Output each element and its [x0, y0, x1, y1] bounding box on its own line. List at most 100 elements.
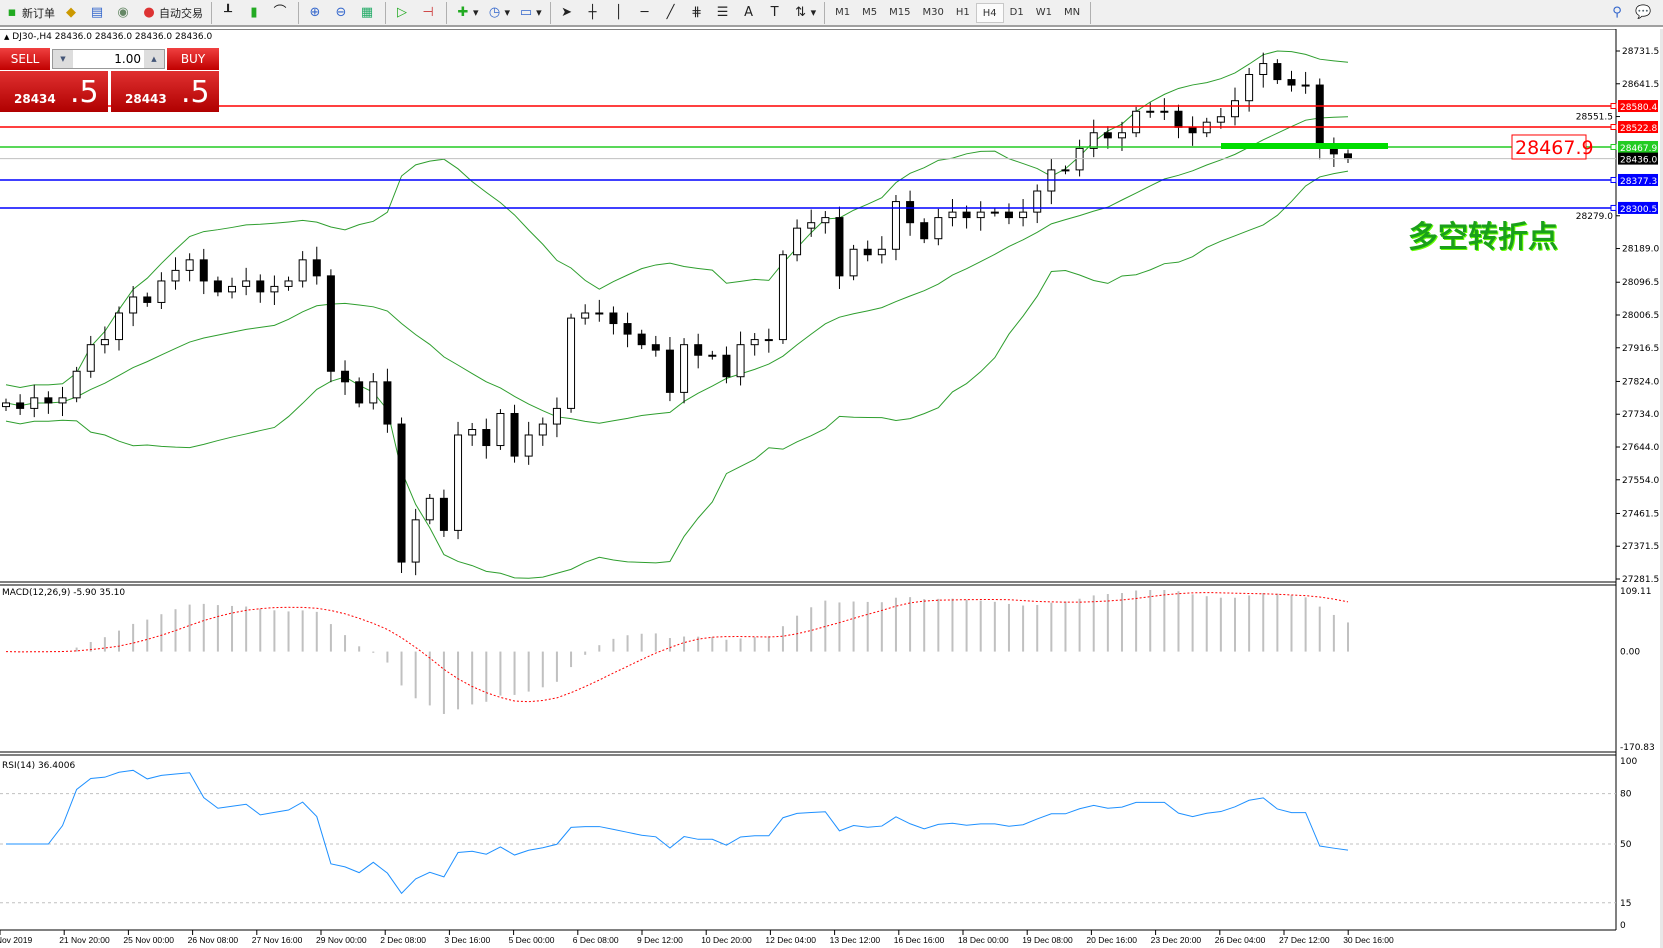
timeframe-h4[interactable]: H4 — [975, 2, 1004, 23]
y-tick-label: 28189.0 — [1622, 245, 1659, 255]
timeframe-h1[interactable]: H1 — [955, 6, 970, 18]
collapse-icon[interactable]: ▲ — [4, 33, 10, 41]
line-chart-button[interactable]: ⌒ — [268, 2, 294, 24]
fibonacci-button[interactable]: ☰ — [711, 2, 737, 24]
text-button[interactable]: A — [737, 2, 763, 24]
candle-body — [722, 354, 731, 378]
text-label-button[interactable]: T — [763, 2, 789, 24]
new-chart-button[interactable]: ✚ ▾ — [451, 2, 483, 24]
horizontal-line-icon: ─ — [640, 4, 649, 20]
price-label-bg — [1618, 173, 1658, 186]
signals-button[interactable]: ◉ — [111, 2, 137, 24]
candle-body — [1132, 110, 1141, 134]
vertical-line-icon: │ — [614, 4, 623, 20]
horizontal-line-button[interactable]: ─ — [633, 2, 659, 24]
price-label-bg — [1618, 120, 1658, 133]
search-button[interactable]: ⚲ — [1605, 2, 1631, 24]
candle-body — [439, 497, 448, 531]
sell-button[interactable]: SELL — [0, 48, 50, 70]
auto-trading-button[interactable]: ● 自动交易 — [137, 2, 207, 24]
chat-button[interactable]: 💬 — [1631, 2, 1657, 24]
buy-button[interactable]: BUY — [167, 48, 219, 70]
timeframe-m1[interactable]: M1 — [835, 6, 851, 18]
candle-body — [764, 339, 773, 342]
periods-icon: ◷ — [488, 4, 501, 20]
candle-body — [1287, 79, 1296, 86]
candle-body — [199, 259, 208, 282]
zoom-out-icon: ⊖ — [335, 4, 347, 20]
sell-price-button[interactable]: 28434 .5 — [0, 71, 108, 112]
cursor-button[interactable]: ➤ — [555, 2, 581, 24]
zoom-in-icon: ⊕ — [309, 4, 321, 20]
divider — [824, 1, 826, 24]
navigator-button[interactable]: ▤ — [85, 2, 111, 24]
arrows-button[interactable]: ⇅ ▾ — [789, 2, 821, 24]
channel-button[interactable]: ⋕ — [685, 2, 711, 24]
price-level-label: 28300.5 — [1620, 205, 1657, 215]
timeframe-m30[interactable]: M30 — [922, 6, 944, 18]
bar-chart-button[interactable]: ┸ — [216, 2, 242, 24]
chart-canvas[interactable]: 28580.4 28522.8 28467.9 28436.0 28377.3 28300… — [0, 29, 1663, 948]
candlestick-button[interactable]: ▮ — [242, 2, 268, 24]
candle-body — [708, 354, 717, 357]
candle-body — [2, 402, 10, 408]
rsi-axis-label: 100 — [1620, 757, 1637, 767]
timeframe-m15[interactable]: M15 — [889, 6, 911, 18]
crosshair-button[interactable]: ┼ — [581, 2, 607, 24]
buy-price-pips: .5 — [181, 75, 210, 110]
macd-label: MACD(12,26,9) -5.90 35.10 — [2, 588, 125, 598]
market-watch-button[interactable]: ◆ — [59, 2, 85, 24]
zoom-out-button[interactable]: ⊖ — [329, 2, 355, 24]
rsi-axis-label: 15 — [1620, 899, 1631, 909]
buy-price-button[interactable]: 28443 .5 — [111, 71, 219, 112]
price-level-label: 28580.4 — [1620, 103, 1657, 113]
price-level-label: 28522.8 — [1620, 124, 1657, 134]
auto-scroll-button[interactable]: ▷ — [390, 2, 416, 24]
price-level-label: 28436.0 — [1620, 156, 1657, 166]
price-callout-text: 28467.9 — [1515, 137, 1594, 159]
auto-scroll-icon: ▷ — [397, 4, 407, 20]
candle-body — [1344, 153, 1352, 160]
periods-button[interactable]: ◷ ▾ — [483, 2, 515, 24]
lot-size-stepper[interactable]: ▼ 1.00 ▲ — [52, 49, 165, 69]
timeframe-m5[interactable]: M5 — [862, 6, 878, 18]
timeframe-d1[interactable]: D1 — [1009, 6, 1024, 18]
increase-lot-button[interactable]: ▲ — [144, 50, 164, 68]
x-tick-label: 26 Nov 08:00 — [188, 935, 239, 945]
toolbar: ▪ 新订单 ◆ ▤ ◉ ● 自动交易 ┸ ▮ ⌒ ⊕ ⊖ ▦ ▷ ⊣ ✚ ▾ ◷ ▾ ▭… — [0, 0, 1663, 27]
candle-body — [270, 285, 279, 293]
trendline-button[interactable]: ╱ — [659, 2, 685, 24]
y-tick-label: 28279.0 — [1576, 212, 1613, 222]
indicators-button[interactable]: ▭ ▾ — [519, 4, 542, 20]
candle-body — [16, 402, 25, 409]
zoom-in-button[interactable]: ⊕ — [303, 2, 329, 24]
macd-signal-line — [5, 592, 1349, 703]
tile-windows-button[interactable]: ▦ — [355, 2, 381, 24]
level-handle — [1610, 143, 1617, 150]
candle-body — [920, 222, 929, 240]
candle-body — [990, 211, 999, 214]
candle-body — [355, 381, 364, 404]
chart-shift-button[interactable]: ⊣ — [416, 2, 442, 24]
x-tick-label: 23 Dec 20:00 — [1151, 935, 1202, 945]
candle-body — [411, 519, 420, 563]
candle-body — [680, 344, 689, 393]
lot-size-input[interactable]: 1.00 — [114, 52, 141, 66]
candle-body — [552, 407, 561, 425]
timeframe-mn[interactable]: MN — [1063, 6, 1081, 18]
new-order-button[interactable]: ▪ 新订单 — [0, 2, 59, 24]
decrease-lot-button[interactable]: ▼ — [53, 50, 73, 68]
candle-body — [115, 312, 124, 341]
y-tick-label: 27371.5 — [1622, 542, 1659, 552]
bollinger-upper-band — [5, 50, 1349, 388]
arrows-icon: ⇅ — [795, 4, 807, 20]
candle-body — [213, 280, 222, 293]
candle-body — [891, 201, 900, 250]
candle-body — [807, 222, 816, 229]
candle-body — [1245, 73, 1254, 102]
candle-body — [1160, 110, 1169, 113]
y-tick-label: 27461.5 — [1622, 509, 1659, 519]
candle-body — [581, 312, 590, 319]
timeframe-w1[interactable]: W1 — [1035, 6, 1052, 18]
vertical-line-button[interactable]: │ — [607, 2, 633, 24]
